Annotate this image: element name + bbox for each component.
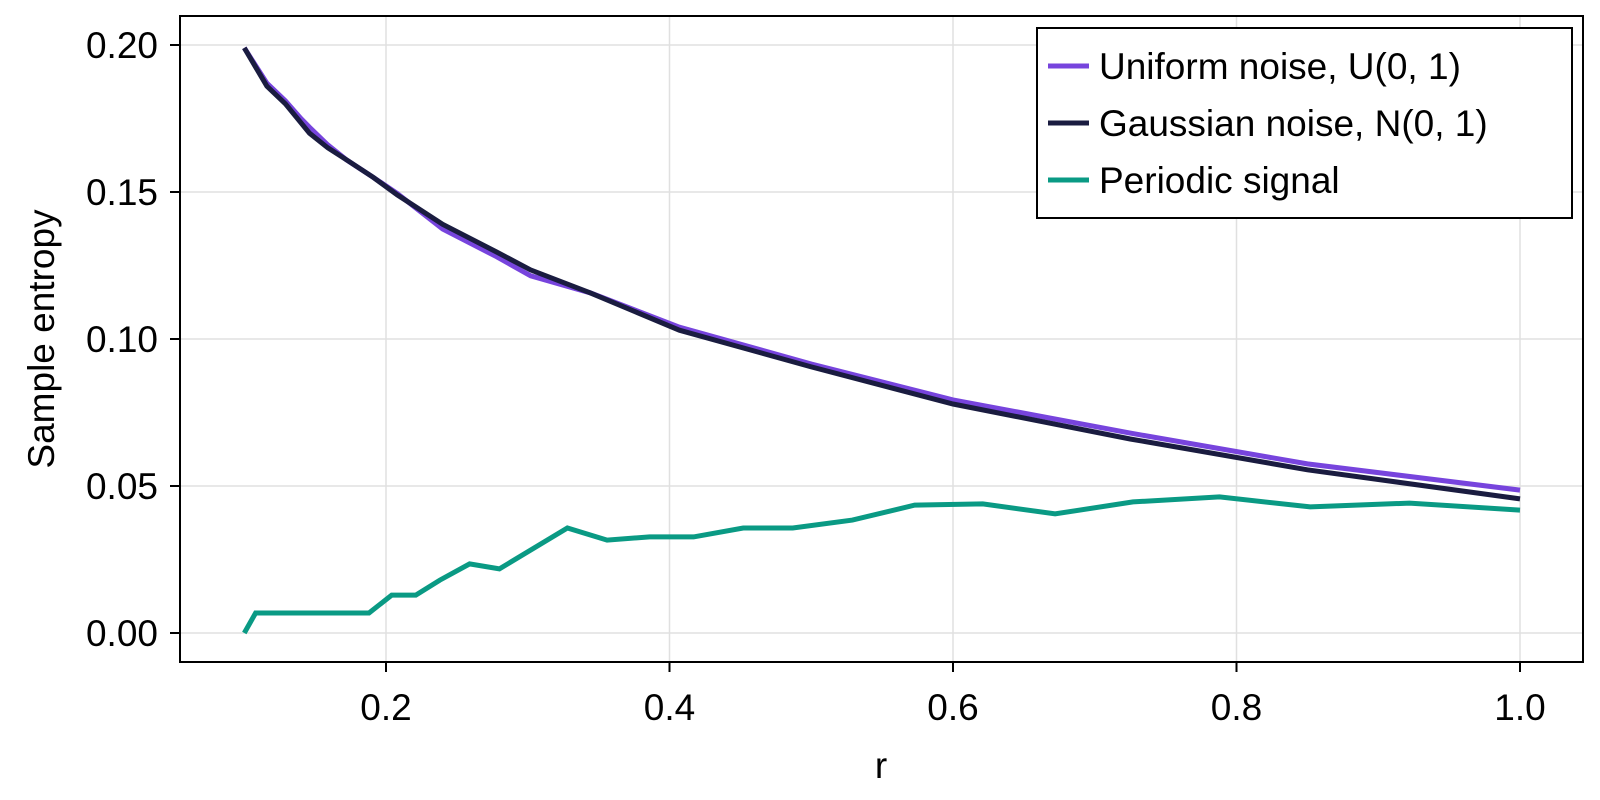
series-line-2 xyxy=(242,494,1521,635)
series-line-0 xyxy=(242,46,1521,493)
y-tick-label: 0.05 xyxy=(86,466,158,507)
y-tick-label: 0.10 xyxy=(86,319,158,360)
y-tick-label: 0.20 xyxy=(86,25,158,66)
y-tick-label: 0.00 xyxy=(86,613,158,654)
legend: Uniform noise, U(0, 1) Gaussian noise, N(… xyxy=(1036,27,1573,219)
legend-label: Uniform noise, U(0, 1) xyxy=(1099,46,1461,87)
legend-label: Periodic signal xyxy=(1099,160,1340,201)
y-tick-label: 0.15 xyxy=(86,172,158,213)
plot-series xyxy=(242,46,1521,635)
legend-label: Gaussian noise, N(0, 1) xyxy=(1099,103,1488,144)
legend-box xyxy=(1036,27,1573,219)
x-tick-label: 1.0 xyxy=(1494,687,1545,728)
x-tick-label: 0.2 xyxy=(360,687,411,728)
x-axis-ticks: 0.2 0.4 0.6 0.8 1.0 xyxy=(360,662,1546,728)
y-axis-title: Sample entropy xyxy=(21,209,62,469)
y-axis-ticks: 0.00 0.05 0.10 0.15 0.20 xyxy=(86,25,180,654)
x-axis-title: r xyxy=(875,745,887,786)
x-tick-label: 0.6 xyxy=(927,687,978,728)
series-line-1 xyxy=(242,46,1521,502)
x-tick-label: 0.4 xyxy=(644,687,695,728)
x-tick-label: 0.8 xyxy=(1211,687,1262,728)
